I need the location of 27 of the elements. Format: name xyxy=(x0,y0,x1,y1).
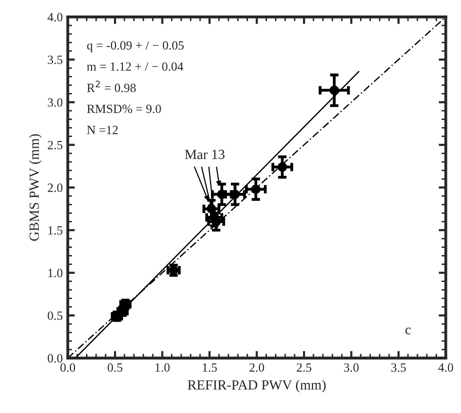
y-tick-label: 1.0 xyxy=(48,268,62,278)
annotation: RMSD% = 9.0 xyxy=(87,104,161,114)
y-tick-label: 3.5 xyxy=(48,56,62,64)
y-tick-label: 3.0 xyxy=(48,98,62,107)
x-tick-label: 4.0 xyxy=(438,363,454,372)
annotation: m = 1.12 + / − 0.04 xyxy=(86,62,184,71)
x-tick-label: 2.0 xyxy=(250,363,264,372)
annotation: Mar 13 xyxy=(184,150,225,160)
y-tick-label: 4.0 xyxy=(48,12,62,22)
annotation: c xyxy=(405,328,411,334)
annotation: N =12 xyxy=(87,126,118,134)
y-tick-label: 1.5 xyxy=(48,226,62,235)
annotation: q = -0.09 + / − 0.05 xyxy=(87,41,184,52)
x-tick-label: 2.5 xyxy=(296,363,312,372)
x-tick-label: 0.0 xyxy=(60,363,76,372)
y-tick-label: 2.0 xyxy=(48,184,62,192)
x-tick-label: 1.5 xyxy=(202,363,217,372)
y-tick-label: 0.5 xyxy=(48,311,62,320)
x-axis-title: REFIR-PAD PWV (mm) xyxy=(188,380,326,392)
x-tick-label: 3.0 xyxy=(344,363,359,372)
x-tick-label: 1.0 xyxy=(156,363,170,372)
y-tick-label: 2.5 xyxy=(48,140,62,150)
y-axis-title: GBMS PWV (mm) xyxy=(29,134,42,241)
x-tick-label: 3.5 xyxy=(391,363,406,372)
x-tick-label: 0.5 xyxy=(108,363,122,372)
y-tick-label: 0.0 xyxy=(48,354,62,363)
annotation: R$^{2}$ = 0.98 xyxy=(87,80,136,92)
